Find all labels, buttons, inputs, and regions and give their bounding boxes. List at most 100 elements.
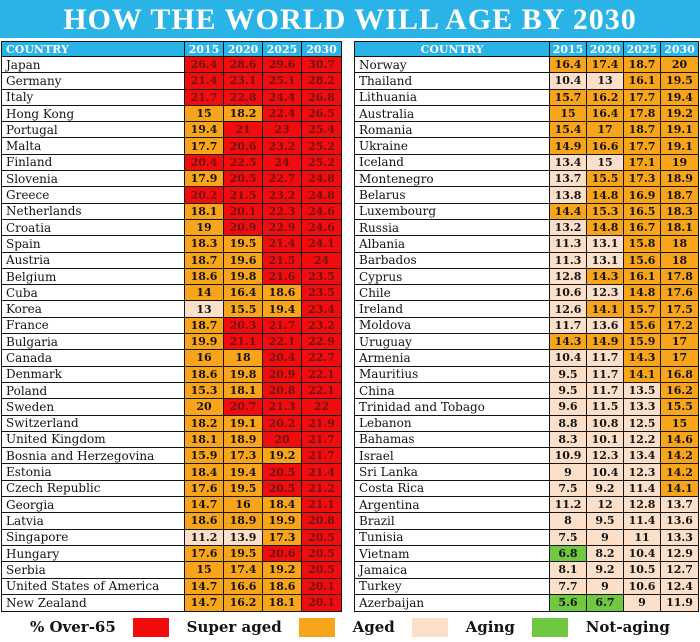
table-row: Ireland 12.6 14.1 15.7 17.5 [355, 301, 698, 318]
value-cell: 17.7 [624, 89, 661, 106]
value-cell: 13 [587, 73, 624, 90]
value-cell: 13.7 [550, 171, 587, 188]
value-cell: 16 [185, 350, 225, 367]
table-row: Hong Kong 15 18.2 22.4 26.5 [2, 105, 342, 123]
value-cell: 14.3 [587, 268, 624, 286]
value-cell: 8 [550, 513, 587, 530]
value-cell: 14.2 [661, 448, 698, 465]
year-column-header: 2025 [624, 42, 661, 57]
table-row: Cuba 14 16.4 18.6 23.5 [2, 285, 342, 302]
country-cell: Slovenia [2, 171, 186, 188]
table-row: Chile 10.6 12.3 14.8 17.6 [355, 285, 698, 302]
value-cell: 16.1 [624, 268, 661, 286]
legend: % Over-65 Super aged Aged Aging Not-aging [0, 612, 700, 642]
value-cell: 19.4 [263, 301, 303, 318]
country-cell: Chile [355, 285, 550, 302]
value-cell: 21.7 [185, 89, 225, 106]
value-cell: 23.4 [302, 301, 342, 318]
table-row: Korea 13 15.5 19.4 23.4 [2, 301, 342, 318]
value-cell: 14 [185, 285, 225, 302]
value-cell: 16.2 [587, 89, 624, 106]
value-cell: 18 [661, 236, 698, 253]
value-cell: 19.2 [263, 562, 303, 579]
legend-label-aged: Aged [352, 618, 395, 637]
value-cell: 19.1 [224, 415, 264, 432]
value-cell: 19.4 [661, 89, 698, 106]
table-row: Azerbaijan 5.6 6.7 9 11.9 [355, 594, 698, 612]
value-cell: 12.3 [587, 448, 624, 465]
value-cell: 21.4 [185, 73, 225, 90]
value-cell: 17.6 [661, 285, 698, 302]
table-row: Switzerland 18.2 19.1 20.2 21.9 [2, 415, 342, 432]
value-cell: 10.4 [624, 545, 661, 563]
table-row: Estonia 18.4 19.4 20.5 21.4 [2, 464, 342, 481]
value-cell: 18.1 [661, 219, 698, 237]
country-cell: Denmark [2, 366, 186, 383]
value-cell: 25.1 [263, 73, 303, 90]
value-cell: 19.9 [185, 334, 225, 351]
value-cell: 17.9 [185, 171, 225, 188]
value-cell: 6.7 [587, 594, 624, 612]
legend-swatch-super-aged [133, 617, 170, 637]
value-cell: 9 [587, 578, 624, 595]
table-row: Hungary 17.6 19.5 20.6 20.5 [2, 545, 342, 563]
value-cell: 11.7 [587, 366, 624, 383]
legend-swatch-not-aging [532, 617, 569, 637]
value-cell: 23.1 [224, 73, 264, 90]
value-cell: 8.2 [587, 545, 624, 563]
value-cell: 18.7 [661, 187, 698, 204]
value-cell: 8.3 [550, 431, 587, 449]
country-cell: Russia [355, 219, 550, 237]
country-cell: Hong Kong [2, 105, 186, 123]
legend-label-super-aged: Super aged [186, 618, 282, 637]
value-cell: 17 [587, 122, 624, 139]
country-cell: Switzerland [2, 415, 186, 432]
value-cell: 13.8 [550, 187, 587, 204]
value-cell: 17 [661, 334, 698, 351]
value-cell: 18.3 [185, 236, 225, 253]
country-column-header: COUNTRY [2, 42, 186, 57]
value-cell: 23 [263, 122, 303, 139]
value-cell: 20.5 [302, 562, 342, 579]
country-cell: Serbia [2, 562, 186, 579]
value-cell: 21.1 [224, 334, 264, 351]
value-cell: 10.1 [587, 431, 624, 449]
country-cell: Belarus [355, 187, 550, 204]
table-row: Cyprus 12.8 14.3 16.1 17.8 [355, 268, 698, 286]
value-cell: 13.6 [661, 513, 698, 530]
table-row: France 18.7 20.3 21.7 23.2 [2, 317, 342, 335]
country-cell: Italy [2, 89, 186, 106]
value-cell: 20.6 [263, 545, 303, 563]
value-cell: 18.7 [624, 122, 661, 139]
table-row: Montenegro 13.7 15.5 17.3 18.9 [355, 171, 698, 188]
country-cell: Austria [2, 252, 186, 269]
table-row: Luxembourg 14.4 15.3 16.5 18.3 [355, 203, 698, 220]
value-cell: 14.2 [661, 464, 698, 481]
value-cell: 21.9 [302, 415, 342, 432]
value-cell: 29.6 [263, 57, 303, 74]
value-cell: 18.6 [185, 513, 225, 530]
country-cell: Brazil [355, 513, 550, 530]
country-cell: Netherlands [2, 203, 186, 220]
value-cell: 19.4 [185, 122, 225, 139]
value-cell: 13.4 [550, 154, 587, 172]
value-cell: 22.9 [263, 219, 303, 237]
value-cell: 21.2 [302, 480, 342, 498]
value-cell: 20.5 [263, 464, 303, 481]
value-cell: 12.3 [624, 464, 661, 481]
value-cell: 5.6 [550, 594, 587, 612]
value-cell: 20.4 [263, 350, 303, 367]
table-row: Georgia 14.7 16 18.4 21.1 [2, 497, 342, 514]
value-cell: 16.1 [624, 73, 661, 90]
table-row: Bulgaria 19.9 21.1 22.1 22.9 [2, 334, 342, 351]
value-cell: 22.9 [302, 334, 342, 351]
value-cell: 21.7 [263, 317, 303, 335]
value-cell: 18.6 [185, 366, 225, 383]
country-cell: Turkey [355, 578, 550, 595]
left-aging-table: COUNTRY 2015 2020 2025 2030 Japan 26.4 28.6 29.6… [1, 41, 343, 613]
table-row: United States of America 14.7 16.6 18.6 20.1 [2, 578, 342, 595]
table-row: Slovenia 17.9 20.5 22.7 24.8 [2, 171, 342, 188]
table-row: Netherlands 18.1 20.1 22.3 24.6 [2, 203, 342, 220]
country-cell: United Kingdom [2, 431, 186, 449]
value-cell: 22.5 [224, 154, 264, 172]
